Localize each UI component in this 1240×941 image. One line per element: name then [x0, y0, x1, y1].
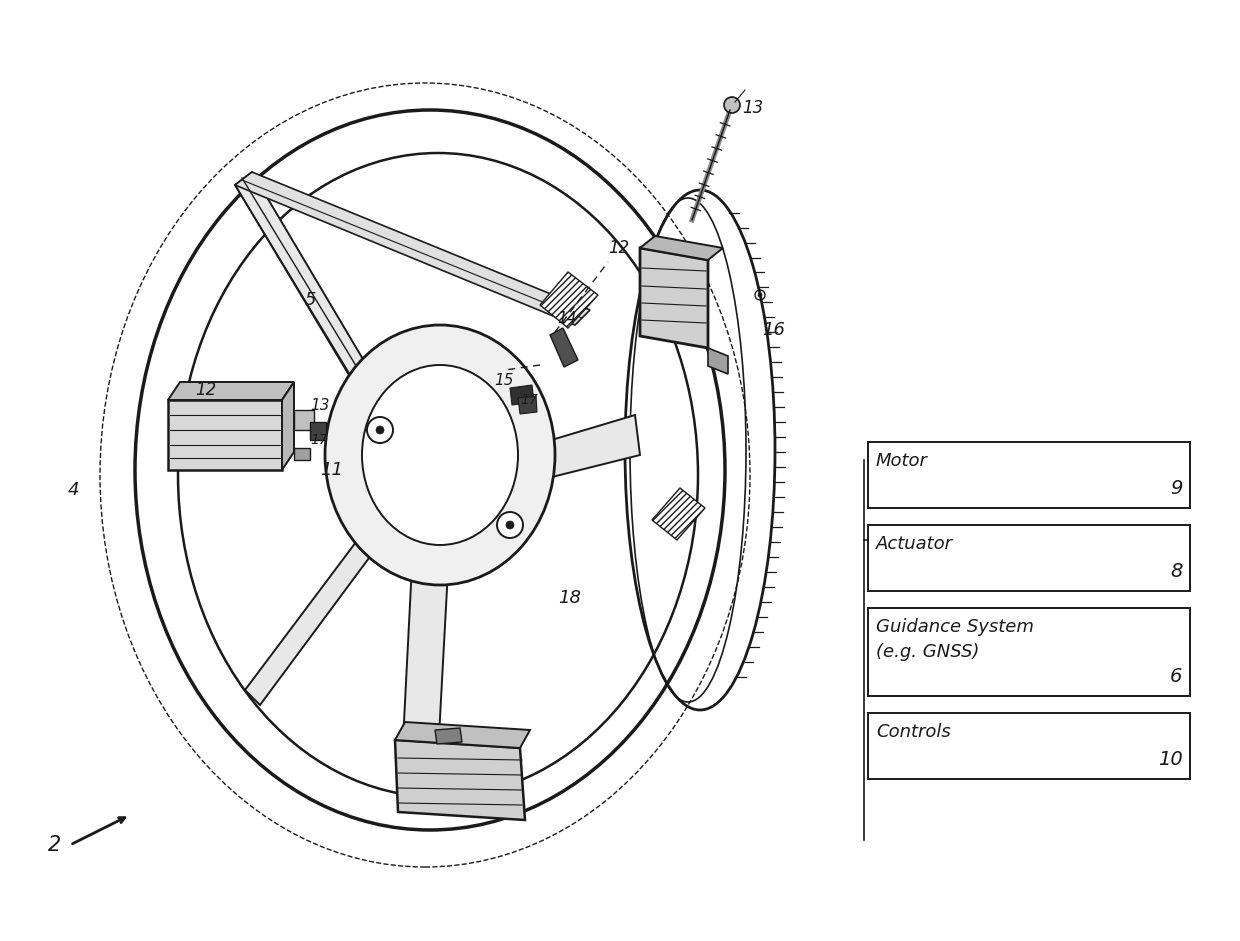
Polygon shape	[518, 396, 537, 414]
Bar	[868, 608, 1190, 696]
Text: 18: 18	[558, 589, 582, 607]
Text: Guidance System: Guidance System	[875, 618, 1034, 636]
Text: 13: 13	[742, 99, 764, 117]
Ellipse shape	[362, 365, 518, 545]
Circle shape	[724, 97, 740, 113]
Text: 17: 17	[520, 393, 538, 407]
Text: (e.g. GNSS): (e.g. GNSS)	[875, 643, 980, 661]
Polygon shape	[294, 448, 310, 460]
Circle shape	[758, 293, 763, 297]
Polygon shape	[640, 236, 723, 260]
Text: 16: 16	[763, 321, 785, 339]
Polygon shape	[551, 328, 578, 367]
Text: 17: 17	[310, 433, 327, 447]
Polygon shape	[401, 565, 448, 810]
Text: Controls: Controls	[875, 724, 951, 742]
Polygon shape	[518, 415, 640, 485]
Polygon shape	[236, 172, 402, 435]
Text: 11: 11	[320, 461, 343, 479]
Bar	[868, 713, 1190, 779]
Polygon shape	[294, 410, 314, 430]
Text: 10: 10	[1158, 750, 1183, 769]
Polygon shape	[708, 348, 728, 374]
Text: 6: 6	[1171, 667, 1183, 686]
Text: 12: 12	[608, 239, 629, 257]
Circle shape	[367, 417, 393, 443]
Circle shape	[497, 512, 523, 538]
Text: 9: 9	[1171, 479, 1183, 498]
Polygon shape	[236, 172, 590, 325]
Text: Motor: Motor	[875, 453, 928, 470]
Bar	[868, 525, 1190, 591]
Polygon shape	[510, 385, 534, 405]
Text: 5: 5	[305, 291, 316, 309]
Text: 2: 2	[48, 835, 61, 855]
Polygon shape	[310, 422, 326, 440]
Polygon shape	[281, 382, 294, 470]
Bar	[868, 442, 1190, 508]
Polygon shape	[435, 728, 463, 744]
Text: 14: 14	[557, 311, 577, 326]
Polygon shape	[539, 272, 598, 328]
Polygon shape	[246, 490, 412, 705]
Polygon shape	[652, 488, 706, 540]
Text: 8: 8	[1171, 562, 1183, 581]
Polygon shape	[396, 740, 525, 820]
Circle shape	[506, 521, 515, 529]
Polygon shape	[396, 722, 529, 748]
Text: Actuator: Actuator	[875, 535, 954, 553]
Circle shape	[376, 426, 384, 434]
Text: 13: 13	[310, 397, 330, 412]
Text: 12: 12	[195, 381, 216, 399]
Polygon shape	[167, 400, 281, 470]
Text: 4: 4	[68, 481, 79, 499]
Text: 15: 15	[494, 373, 513, 388]
Ellipse shape	[325, 325, 556, 585]
Polygon shape	[640, 248, 708, 348]
Polygon shape	[167, 382, 294, 400]
